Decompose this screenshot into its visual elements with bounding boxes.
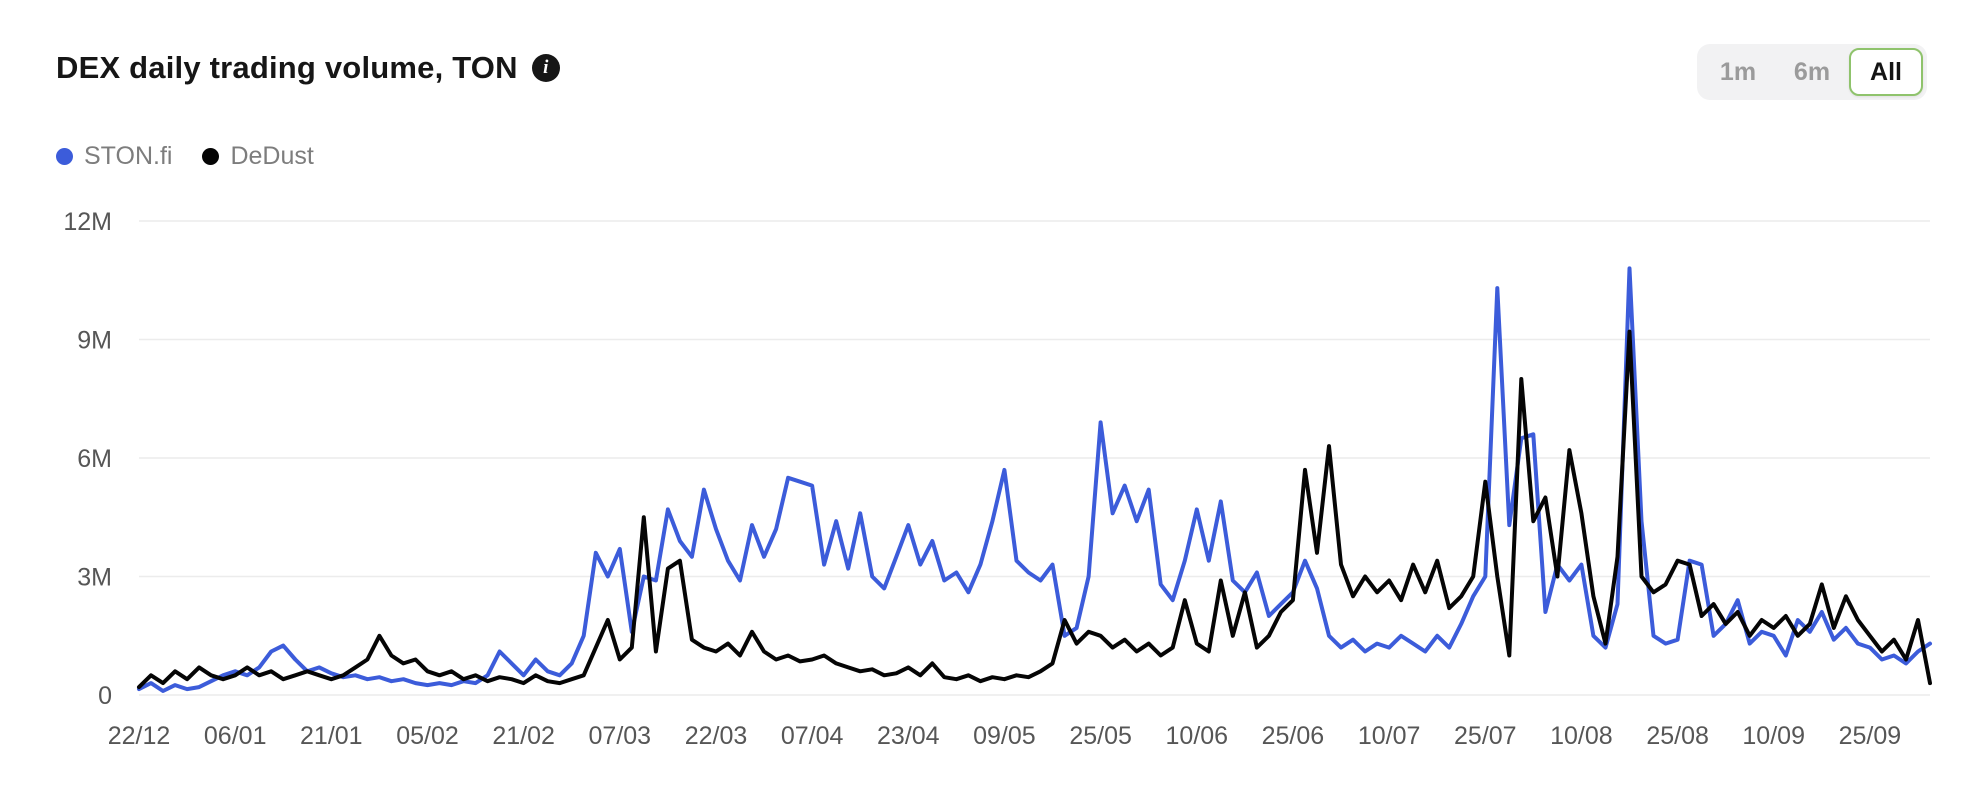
x-tick-label: 05/02: [396, 722, 459, 750]
x-tick-label: 10/07: [1358, 722, 1421, 750]
x-tick-label: 21/02: [492, 722, 555, 750]
range-button-1m[interactable]: 1m: [1701, 48, 1775, 96]
x-tick-label: 06/01: [204, 722, 267, 750]
x-tick-label: 25/07: [1454, 722, 1517, 750]
legend-item-stonfi[interactable]: STON.fi: [56, 142, 172, 171]
range-button-all[interactable]: All: [1849, 48, 1923, 96]
stonfi-series-dot: [56, 148, 73, 165]
series-line-stonfi: [137, 266, 1932, 693]
legend-label-stonfi: STON.fi: [84, 142, 173, 170]
x-tick-label: 21/01: [300, 722, 363, 750]
page-title: DEX daily trading volume, TON: [56, 50, 518, 85]
x-tick-label: 25/08: [1646, 722, 1709, 750]
y-tick-label: 3M: [77, 564, 112, 592]
dedust-series-dot: [202, 148, 220, 165]
x-tick-label: 25/05: [1069, 722, 1132, 750]
info-icon[interactable]: i: [531, 54, 560, 82]
x-tick-label: 10/06: [1166, 722, 1229, 750]
x-tick-label: 07/03: [589, 722, 652, 750]
header: DEX daily trading volume, TON i: [56, 50, 560, 86]
x-tick-label: 09/05: [973, 722, 1036, 750]
x-tick-label: 25/06: [1262, 722, 1325, 750]
x-tick-label: 22/12: [108, 722, 171, 750]
y-tick-label: 12M: [63, 208, 112, 236]
x-tick-label: 23/04: [877, 722, 940, 750]
series-line-dedust: [137, 329, 1932, 690]
x-tick-label: 10/09: [1742, 722, 1805, 750]
range-selector: 1m 6m All: [1697, 44, 1927, 100]
range-button-6m[interactable]: 6m: [1775, 48, 1849, 96]
y-tick-label: 9M: [77, 327, 112, 355]
legend-item-dedust[interactable]: DeDust: [202, 142, 314, 171]
chart-legend: STON.fi DeDust: [56, 142, 314, 171]
x-tick-label: 22/03: [685, 722, 748, 750]
x-tick-label: 25/09: [1839, 722, 1902, 750]
x-tick-label: 10/08: [1550, 722, 1613, 750]
legend-label-dedust: DeDust: [230, 142, 314, 170]
x-tick-label: 07/04: [781, 722, 844, 750]
y-tick-label: 6M: [77, 445, 112, 473]
y-tick-label: 0: [98, 682, 112, 710]
